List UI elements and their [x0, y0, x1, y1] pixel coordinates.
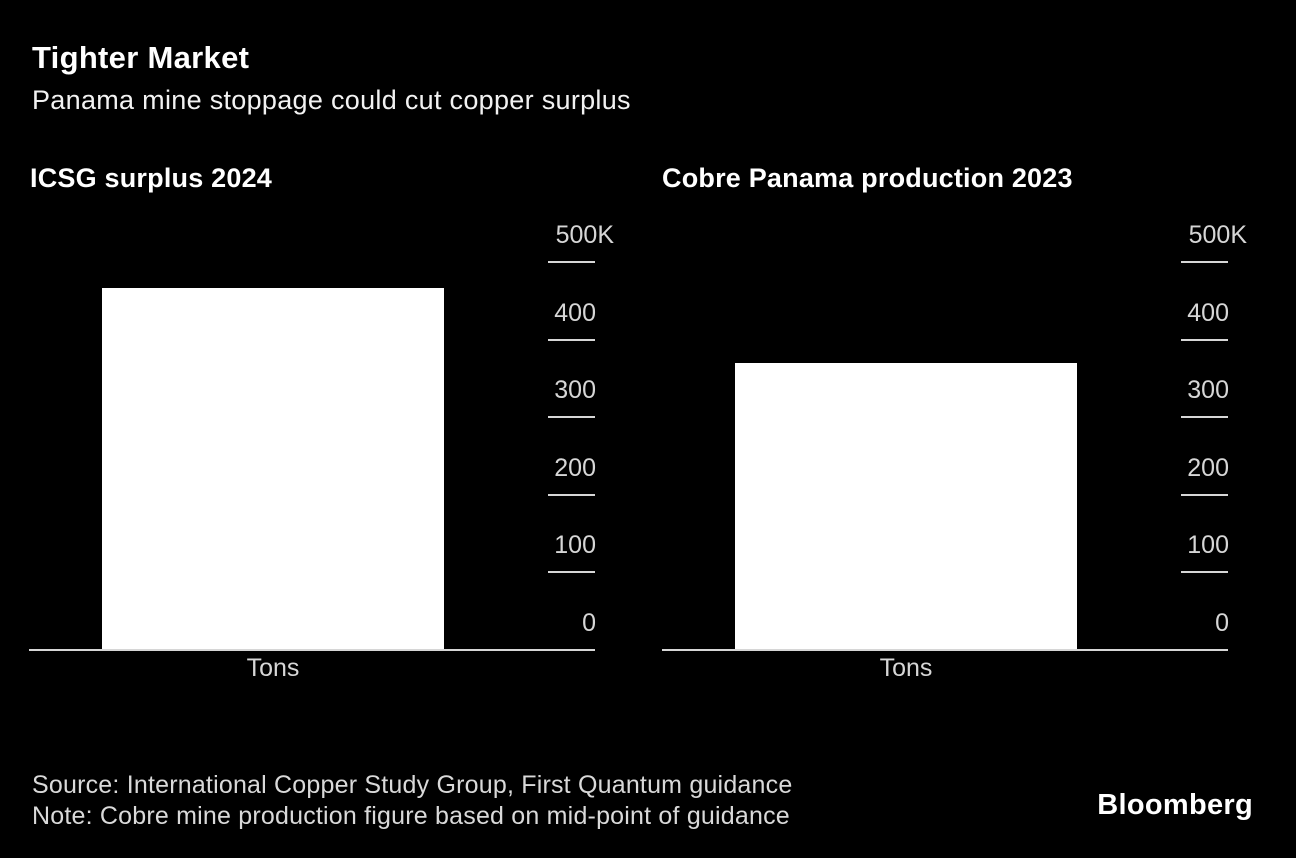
- y-tick-mark: [1181, 493, 1228, 496]
- y-tick-label: 200: [554, 453, 596, 482]
- page-title: Tighter Market: [32, 40, 250, 75]
- y-tick-label: 300: [554, 376, 596, 405]
- y-tick-mark: [548, 571, 595, 574]
- x-category-label: Tons: [246, 654, 300, 682]
- charts-row: ICSG surplus 2024 0 100 200 300 400 500K Tons …: [0, 150, 1296, 710]
- y-tick-label: 500K: [1188, 221, 1247, 249]
- y-tick-mark: [1181, 416, 1228, 419]
- y-tick-label: 100: [1187, 531, 1229, 560]
- footer: Source: International Copper Study Group…: [32, 770, 792, 832]
- page-subtitle: Panama mine stoppage could cut copper su…: [32, 85, 631, 115]
- y-tick-label: 300: [1187, 376, 1229, 405]
- y-tick-label: 0: [582, 609, 596, 637]
- source-line: Source: International Copper Study Group…: [32, 771, 793, 799]
- y-tick-label: 0: [1215, 609, 1229, 637]
- bar-tons: [102, 288, 444, 650]
- x-axis-line: [662, 649, 1228, 651]
- y-tick-label: 400: [1187, 298, 1229, 327]
- panel-title-icsg-surplus: ICSG surplus 2024: [30, 163, 272, 193]
- y-tick-mark: [548, 261, 595, 263]
- x-category-label: Tons: [879, 654, 933, 682]
- plot-area-icsg-surplus: 0 100 200 300 400 500K Tons: [29, 221, 629, 702]
- panel-title-cobre-panama: Cobre Panama production 2023: [662, 163, 1073, 193]
- x-axis-line: [29, 649, 595, 651]
- y-tick-mark: [548, 493, 595, 496]
- bloomberg-logo: Bloomberg: [1097, 789, 1253, 821]
- y-tick-label: 200: [1187, 453, 1229, 482]
- bar-tons: [735, 363, 1077, 650]
- plot-area-cobre-panama: 0 100 200 300 400 500K Tons: [662, 221, 1262, 702]
- y-tick-mark: [1181, 338, 1228, 341]
- panel-cobre-panama: Cobre Panama production 2023 0 100 200 300 4…: [648, 150, 1296, 710]
- note-line: Note: Cobre mine production figure based…: [32, 802, 790, 830]
- y-tick-mark: [548, 416, 595, 419]
- y-tick-label: 500K: [555, 221, 614, 249]
- panel-icsg-surplus: ICSG surplus 2024 0 100 200 300 400 500K Tons: [0, 150, 648, 710]
- y-tick-mark: [1181, 571, 1228, 574]
- y-tick-label: 100: [554, 531, 596, 560]
- y-tick-label: 400: [554, 298, 596, 327]
- y-tick-mark: [548, 338, 595, 341]
- y-tick-mark: [1181, 261, 1228, 263]
